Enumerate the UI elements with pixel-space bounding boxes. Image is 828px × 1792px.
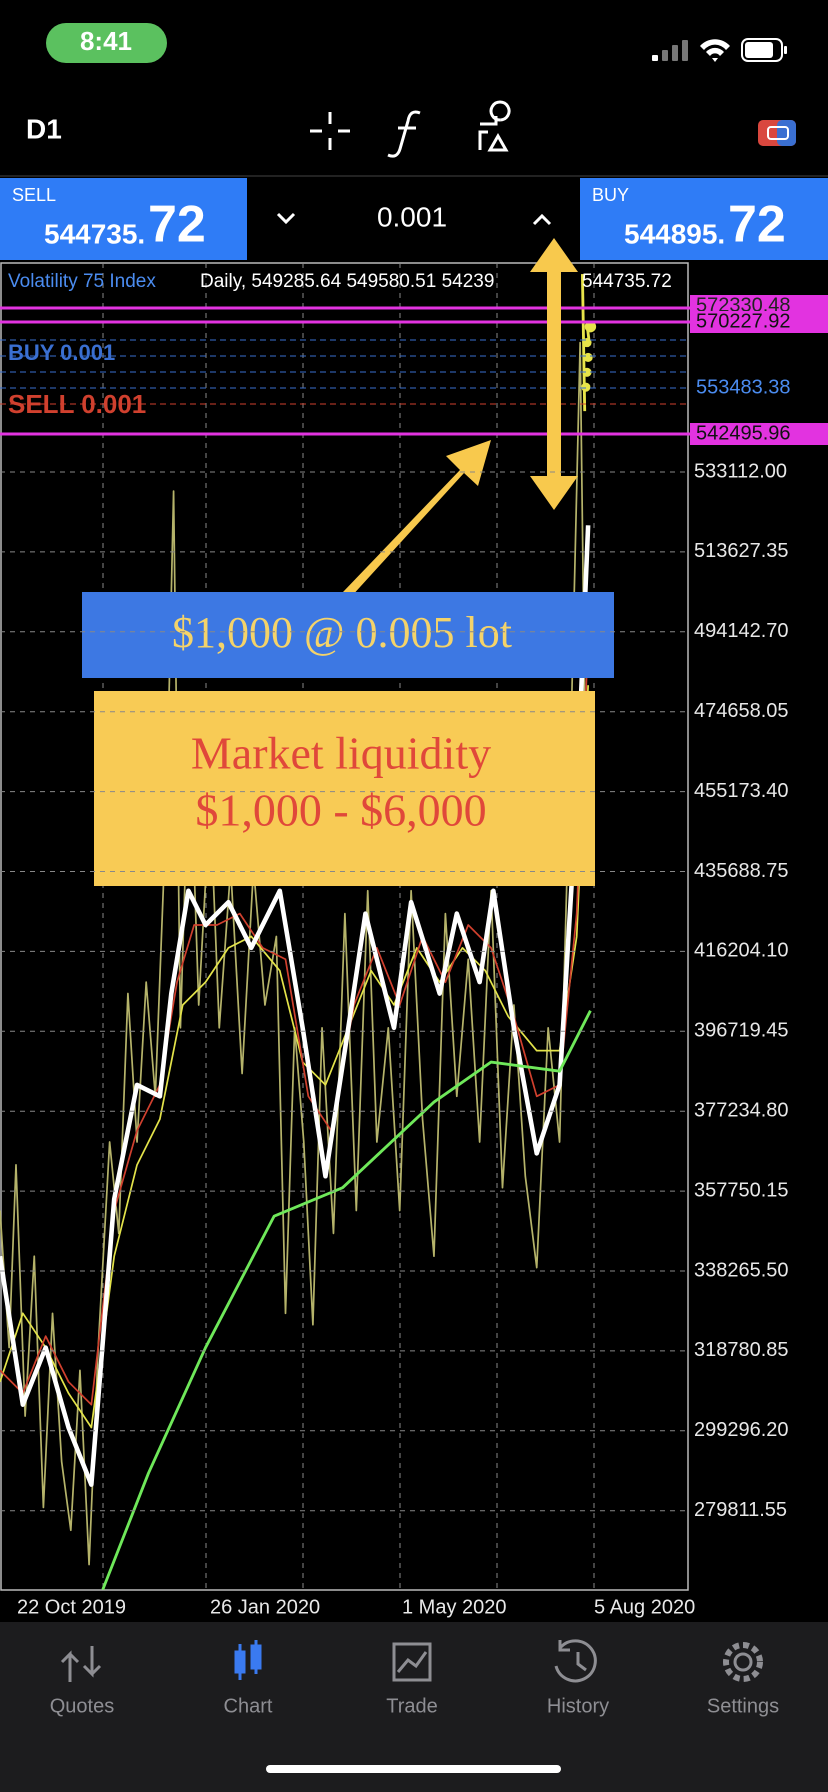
volume-down[interactable]	[276, 212, 296, 225]
date-axis-label: 26 Jan 2020	[210, 1596, 320, 1618]
volume[interactable]: 0.001	[377, 201, 447, 232]
price-axis-label: 299296.20	[694, 1419, 789, 1441]
price-axis-label: 533112.00	[694, 460, 787, 482]
price-tag: 542495.96	[696, 422, 791, 444]
arrows	[343, 238, 578, 598]
tab-label[interactable]: Chart	[224, 1695, 273, 1717]
tab-label[interactable]: History	[547, 1695, 609, 1717]
sell-label: SELL	[12, 185, 56, 205]
price-axis-label: 279811.55	[694, 1499, 787, 1521]
price-tag: 572330.48	[696, 294, 791, 316]
status-time: 8:41	[80, 26, 132, 56]
price-axis-label: 494142.70	[694, 620, 789, 642]
status-icons	[652, 38, 787, 62]
timeframe[interactable]: D1	[26, 113, 62, 144]
price-axis-label: 513627.35	[694, 540, 789, 562]
lot-text: $1,000 @ 0.005 lot	[172, 608, 512, 657]
price-tag-bg	[690, 311, 828, 333]
price-tag: 553483.38	[696, 376, 791, 398]
price-curves	[0, 274, 597, 1591]
date-axis-label: 22 Oct 2019	[17, 1596, 126, 1618]
last-price: 544735.72	[582, 271, 672, 292]
buy-price-big: 72	[728, 196, 786, 254]
chart-frame	[0, 262, 689, 1591]
price-axis-label: 338265.50	[694, 1259, 789, 1281]
price-tag-bg	[690, 377, 828, 399]
sell-price-main: 544735.	[44, 218, 145, 249]
date-axis-label: 1 May 2020	[402, 1596, 507, 1618]
liquidity-title: Market liquidity	[191, 728, 491, 779]
price-axis-label: 474658.05	[694, 700, 789, 722]
order-label: BUY 0.001	[8, 340, 115, 365]
toolbar-icons[interactable]	[310, 100, 796, 158]
price-axis-label: 435688.75	[694, 860, 789, 882]
liquidity-range: $1,000 - $6,000	[195, 785, 486, 836]
lot-box	[82, 592, 614, 678]
sell-button[interactable]	[0, 178, 247, 260]
order-label: SELL 0.001	[8, 389, 146, 419]
buy-label: BUY	[592, 185, 629, 205]
liquidity-box	[94, 691, 595, 886]
price-axis-label: 455173.40	[694, 780, 789, 802]
tab-icons	[60, 1639, 763, 1683]
tab-bar	[0, 1622, 828, 1792]
price-axis-label: 416204.10	[694, 940, 789, 962]
price-tag: 570227.92	[696, 310, 791, 332]
time-pill	[46, 23, 167, 63]
tab-label[interactable]: Trade	[386, 1695, 438, 1717]
price-axis-label: 396719.45	[694, 1020, 789, 1042]
price-axis-label: 318780.85	[694, 1339, 789, 1361]
buy-button[interactable]	[580, 178, 828, 260]
symbol[interactable]: Volatility 75 Index	[8, 271, 156, 292]
buy-price-main: 544895.	[624, 218, 725, 249]
home-indicator	[266, 1765, 561, 1773]
tab-label[interactable]: Quotes	[50, 1695, 114, 1717]
price-axis-label: 377234.80	[694, 1099, 789, 1121]
price-axis-label: 357750.15	[694, 1179, 789, 1201]
tab-label[interactable]: Settings	[707, 1695, 779, 1717]
date-axis-label: 5 Aug 2020	[594, 1596, 695, 1618]
ohlc-info: Daily, 549285.64 549580.51 54239	[200, 271, 494, 292]
volume-up[interactable]	[532, 213, 552, 226]
sell-price-big: 72	[148, 196, 206, 254]
price-tag-bg	[690, 423, 828, 445]
